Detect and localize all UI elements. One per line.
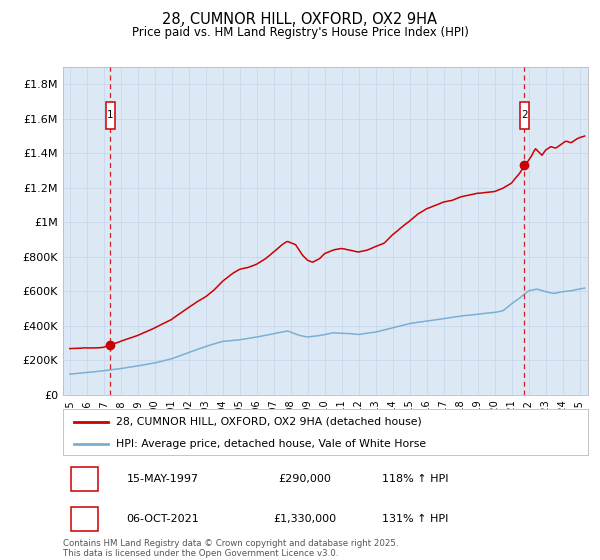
Text: 1: 1 xyxy=(107,110,113,120)
Text: 118% ↑ HPI: 118% ↑ HPI xyxy=(382,474,448,484)
Text: Contains HM Land Registry data © Crown copyright and database right 2025.
This d: Contains HM Land Registry data © Crown c… xyxy=(63,539,398,558)
Text: Price paid vs. HM Land Registry's House Price Index (HPI): Price paid vs. HM Land Registry's House … xyxy=(131,26,469,39)
Text: 131% ↑ HPI: 131% ↑ HPI xyxy=(382,514,448,524)
Bar xyxy=(71,507,98,531)
Bar xyxy=(71,467,98,491)
Text: 28, CUMNOR HILL, OXFORD, OX2 9HA: 28, CUMNOR HILL, OXFORD, OX2 9HA xyxy=(163,12,437,27)
Text: 2: 2 xyxy=(81,514,88,524)
Text: 1: 1 xyxy=(81,474,88,484)
Text: £290,000: £290,000 xyxy=(278,474,331,484)
Text: 2: 2 xyxy=(521,110,527,120)
Bar xyxy=(520,102,529,129)
Text: HPI: Average price, detached house, Vale of White Horse: HPI: Average price, detached house, Vale… xyxy=(115,438,425,449)
Text: 15-MAY-1997: 15-MAY-1997 xyxy=(127,474,199,484)
Bar xyxy=(106,102,115,129)
Text: 28, CUMNOR HILL, OXFORD, OX2 9HA (detached house): 28, CUMNOR HILL, OXFORD, OX2 9HA (detach… xyxy=(115,417,421,427)
Text: £1,330,000: £1,330,000 xyxy=(273,514,336,524)
Text: 06-OCT-2021: 06-OCT-2021 xyxy=(127,514,199,524)
